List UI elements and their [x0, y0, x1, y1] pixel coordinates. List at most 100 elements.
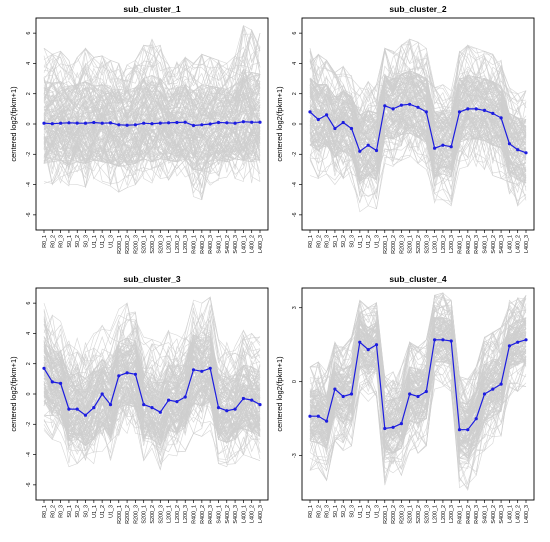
centroid-point	[158, 410, 162, 414]
x-tick-label: L400_3	[524, 505, 530, 523]
centroid-point	[457, 110, 462, 114]
background-line	[309, 347, 527, 459]
centroid-point	[117, 123, 121, 127]
x-tick-label: S400_3	[499, 505, 505, 524]
x-tick-label: R200_3	[399, 235, 405, 254]
x-tick-label: L400_3	[258, 505, 264, 523]
background-line	[309, 120, 527, 203]
background-line	[309, 295, 527, 404]
background-line	[43, 73, 261, 117]
background-line	[43, 374, 261, 440]
centroid-point	[374, 343, 379, 347]
x-tick-label: S0_3	[350, 505, 356, 518]
x-tick-label: S200_1	[408, 235, 414, 254]
x-tick-label: R200_3	[399, 505, 405, 524]
background-line	[43, 78, 261, 128]
x-tick-label: L200_1	[433, 505, 439, 523]
centroid-point	[225, 121, 229, 125]
centroid-point	[474, 417, 478, 421]
x-tick-label: U1_3	[108, 235, 114, 248]
centroid-point	[366, 143, 370, 147]
x-tick-label: R0_2	[316, 505, 322, 518]
background-line	[43, 84, 261, 138]
y-tick-label: -4	[26, 182, 32, 187]
background-line	[43, 133, 261, 194]
centroid-point	[333, 387, 337, 391]
centroid-point	[316, 117, 320, 122]
x-tick-label: S400_2	[491, 235, 497, 254]
y-tick-label: 2	[292, 92, 298, 95]
centroid-point	[167, 121, 171, 125]
x-tick-label: R200_3	[133, 505, 139, 524]
centroid-point	[349, 392, 354, 396]
background-line	[309, 80, 527, 149]
centroid-point	[358, 340, 362, 344]
centroid-point	[216, 406, 221, 410]
background-line	[43, 357, 261, 421]
sub-cluster-panel-3: sub_cluster_3 centered log2(fpkm+1) -6 -4 -2…	[9, 274, 269, 524]
x-tick-label: S400_2	[225, 505, 231, 524]
background-line	[309, 321, 527, 422]
centroid-point	[208, 122, 212, 126]
background-line	[43, 310, 261, 393]
y-axis-label: centered log2(fpkm+1)	[9, 356, 18, 432]
background-line	[309, 342, 527, 450]
sub-cluster-panel-4: sub_cluster_4 centered log2(fpkm+1) -3 0 3 R0…	[275, 274, 535, 524]
x-tick-label: R0_2	[50, 235, 56, 248]
background-line	[309, 334, 527, 440]
background-line	[43, 95, 261, 141]
background-line	[309, 322, 527, 434]
centroid-point	[316, 414, 320, 418]
x-tick-label: S200_2	[150, 505, 156, 524]
centroid-point	[42, 121, 46, 125]
x-tick-label: S200_3	[424, 505, 430, 524]
x-tick-label: S200_1	[142, 505, 148, 524]
centroid-point	[466, 107, 470, 111]
background-line	[43, 304, 261, 389]
centroid-point	[441, 338, 445, 342]
background-line	[43, 89, 261, 132]
background-line	[43, 109, 261, 137]
background-line	[309, 355, 527, 490]
centroid-point	[433, 338, 437, 342]
x-tick-label: S0_3	[84, 235, 90, 248]
centroid-point	[507, 142, 511, 146]
x-tick-label: S400_2	[491, 505, 497, 524]
background-line	[309, 81, 527, 159]
centroid-point	[408, 392, 412, 396]
background-line	[43, 100, 261, 145]
x-tick-label: S400_3	[233, 235, 239, 254]
background-line	[309, 44, 527, 121]
x-tick-label: S400_1	[482, 505, 488, 524]
centroid-point	[491, 111, 495, 115]
x-tick-label: S200_3	[424, 235, 430, 254]
centroid-point	[216, 120, 221, 125]
x-tick-label: R0_1	[42, 235, 48, 248]
background-line	[309, 86, 527, 152]
background-line	[309, 44, 527, 114]
x-tick-label: S200_1	[408, 505, 414, 524]
panel-title: sub_cluster_2	[389, 4, 446, 14]
background-line	[43, 130, 261, 200]
x-tick-label: S400_3	[499, 235, 505, 254]
centroid-point	[125, 123, 129, 127]
centroid-point	[308, 110, 312, 114]
centroid-point	[416, 105, 420, 109]
y-tick-label: -6	[26, 482, 32, 487]
background-line	[43, 335, 261, 395]
background-line	[309, 360, 527, 491]
x-tick-label: S200_3	[158, 505, 164, 524]
y-tick-label: 4	[26, 62, 32, 65]
background-line	[309, 73, 527, 135]
x-tick-label: R200_2	[391, 235, 397, 254]
background-line	[309, 334, 527, 462]
y-tick-label: 6	[26, 32, 32, 35]
background-line	[309, 38, 527, 116]
panel-title: sub_cluster_3	[123, 274, 180, 284]
centroid-point	[325, 419, 329, 423]
x-tick-label: R400_1	[458, 505, 464, 524]
background-line	[309, 318, 527, 416]
centroid-point	[258, 403, 262, 407]
centroid-point	[142, 403, 146, 407]
